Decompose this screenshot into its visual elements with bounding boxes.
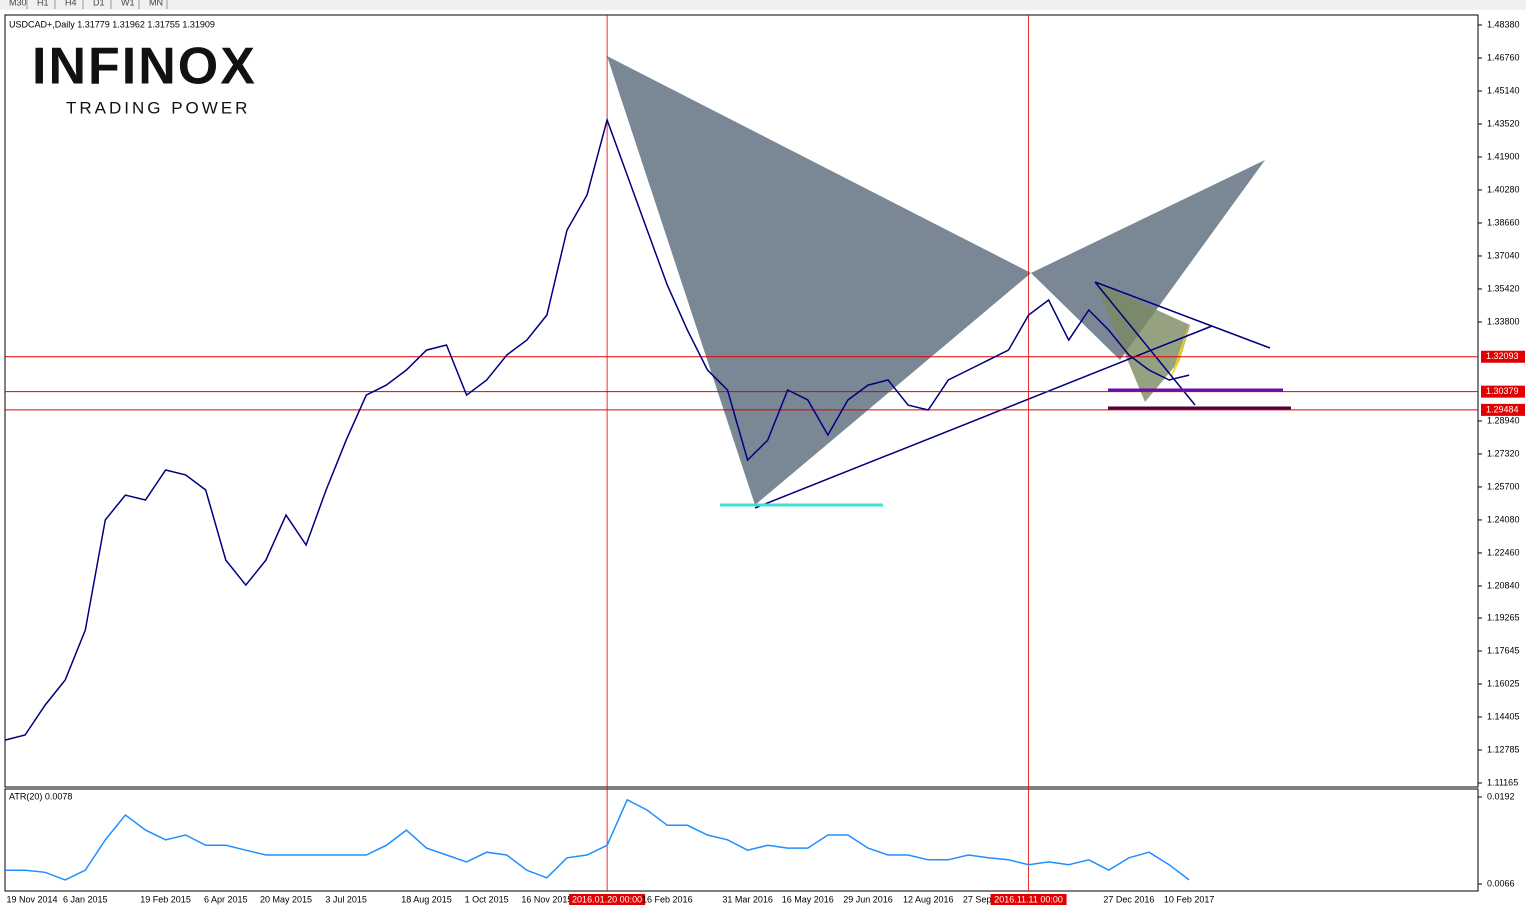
x-tick-label: 20 May 2015 [260, 894, 312, 904]
trendline [1094, 281, 1196, 406]
x-tick-label: 19 Nov 2014 [6, 894, 57, 904]
timeframe-button[interactable]: M30 [9, 0, 27, 7]
date-tag [990, 894, 1067, 905]
y-tick-label: 1.17645 [1487, 645, 1520, 655]
y-tick-label: 1.41900 [1487, 151, 1520, 161]
timeframe-button[interactable]: W1 [121, 0, 135, 7]
x-tick-label: 16 Nov 2015 [521, 894, 572, 904]
line-series [4, 117, 1190, 741]
price-tag-label: 1.29484 [1486, 404, 1519, 414]
x-tick-label: 19 Feb 2015 [140, 894, 191, 904]
y-tick-label: 1.12785 [1487, 744, 1520, 754]
y-tick-label: 1.20840 [1487, 580, 1520, 590]
x-tick-label: 2016.01.20 00:00 [572, 894, 642, 904]
logo-tagline: TRADING POWER [66, 98, 250, 117]
x-tick-label: 3 Jul 2015 [325, 894, 367, 904]
x-tick-label: 18 Aug 2015 [401, 894, 452, 904]
main-panel [4, 14, 1479, 788]
timeframe-button[interactable]: H1 [37, 0, 49, 7]
x-tick-label: 16 May 2016 [782, 894, 834, 904]
price-tag [1481, 385, 1525, 398]
y-tick-label: 1.19265 [1487, 612, 1520, 622]
y-tick-label: 1.45140 [1487, 85, 1520, 95]
price-tag [1481, 403, 1525, 416]
y-tick-label: 1.46760 [1487, 52, 1520, 62]
x-tick-label: 6 Jan 2015 [63, 894, 108, 904]
y-tick-label: 1.28940 [1487, 415, 1520, 425]
y-tick-label: 1.25700 [1487, 481, 1520, 491]
pattern-triangle [607, 56, 1031, 505]
x-tick-label: 27 Sep 2016 [963, 894, 1014, 904]
y-tick-label: 1.27320 [1487, 448, 1520, 458]
x-tick-label: 1 Oct 2015 [465, 894, 509, 904]
price-tag [1481, 350, 1525, 363]
y-tick-label: 1.38660 [1487, 217, 1520, 227]
y-tick-label: 1.48380 [1487, 19, 1520, 29]
y-tick-label: 1.40280 [1487, 184, 1520, 194]
price-tag-label: 1.32093 [1486, 351, 1519, 361]
x-tick-label: 12 Aug 2016 [903, 894, 954, 904]
timeframe-button[interactable]: MN [149, 0, 163, 7]
y-tick-label: 0.0066 [1487, 878, 1515, 888]
y-tick-label: 1.37040 [1487, 250, 1520, 260]
toolbar [0, 0, 1526, 10]
chart-header: USDCAD+,Daily 1.31779 1.31962 1.31755 1.… [9, 19, 215, 29]
y-tick-label: 1.16025 [1487, 678, 1520, 688]
y-tick-label: 1.11165 [1487, 777, 1518, 787]
x-tick-label: 27 Dec 2016 [1103, 894, 1154, 904]
x-tick-label: 31 Mar 2016 [722, 894, 773, 904]
logo: INFINOX [32, 38, 257, 96]
date-tag [569, 894, 646, 905]
y-tick-label: 1.33800 [1487, 316, 1520, 326]
timeframe-button[interactable]: D1 [93, 0, 105, 7]
x-tick-label: 29 Jun 2016 [843, 894, 893, 904]
y-tick-label: 1.22460 [1487, 547, 1520, 557]
y-tick-label: 1.35420 [1487, 283, 1520, 293]
atr-panel [4, 788, 1479, 892]
line-series [5, 798, 1190, 881]
x-tick-label: 16 Feb 2016 [642, 894, 693, 904]
timeframe-button[interactable]: H4 [65, 0, 77, 7]
x-tick-label: 6 Apr 2015 [204, 894, 248, 904]
y-tick-label: 1.43520 [1487, 118, 1520, 128]
indicator-header: ATR(20) 0.0078 [9, 791, 72, 801]
price-tag-label: 1.30379 [1486, 386, 1519, 396]
x-tick-label: 2016.11.11 00:00 [994, 894, 1063, 904]
x-tick-label: 10 Feb 2017 [1164, 894, 1215, 904]
y-tick-label: 1.14405 [1487, 711, 1520, 721]
trendline [1094, 281, 1271, 349]
y-tick-label: 0.0192 [1487, 791, 1515, 801]
y-tick-label: 1.24080 [1487, 514, 1520, 524]
